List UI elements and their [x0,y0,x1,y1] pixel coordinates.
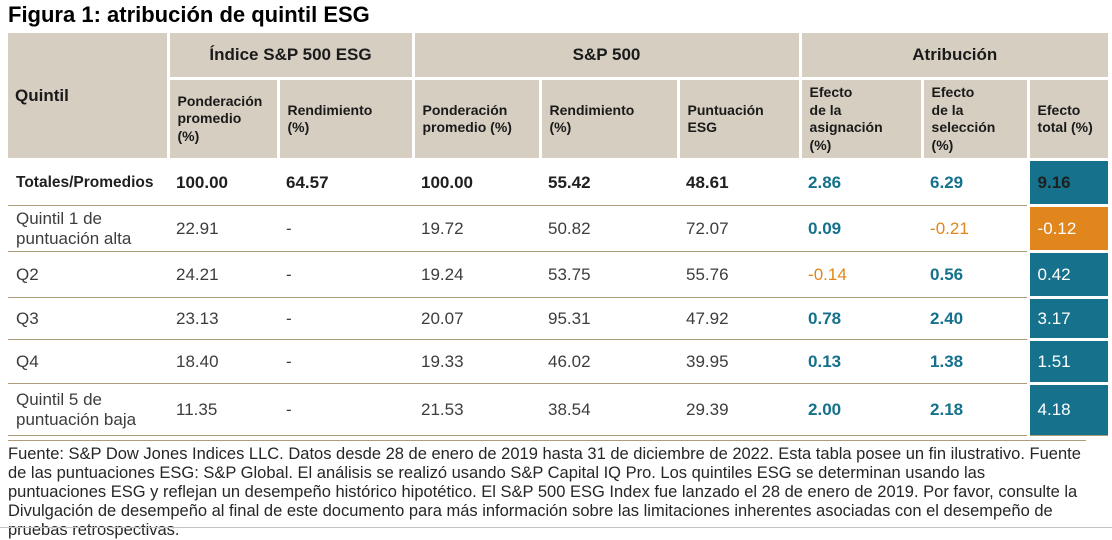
seleccion-effect-cell: 0.56 [922,251,1029,298]
source-footnote: Fuente: S&P Dow Jones Indices LLC. Datos… [8,440,1086,540]
row-label: Q2 [8,251,168,298]
table-row: Q3 23.13-20.07 95.31 47.92 0.78 2.40 3.17 [8,296,1109,340]
seleccion-effect-cell: 2.18 [922,383,1029,437]
total-effect-cell: 9.16 [1026,158,1109,206]
total-effect-cell: 4.18 [1026,382,1109,437]
col-header-efecto-total: Efecto total (%) [1026,78,1109,162]
table-row: Quintil 1 de puntuación alta 22.91-19.72 5… [8,204,1109,252]
table-row: Q4 18.40-19.33 46.02 39.95 0.13 1.38 1.51 [8,338,1109,384]
value-cell: 29.39 [678,383,801,437]
value-cell: 20.07 [413,297,540,340]
total-effect-cell: 3.17 [1026,296,1109,340]
value-cell: 38.54 [540,383,678,437]
value-cell: 39.95 [678,339,801,384]
value-cell: 47.92 [678,297,801,340]
value-cell: 55.42 [540,159,678,206]
col-header-rendimiento-esg: Rendimiento (%) [276,78,413,162]
total-effect-cell: -0.12 [1026,204,1109,252]
value-cell: 11.35 [168,383,278,437]
seleccion-effect-cell: -0.21 [922,205,1029,252]
group-header-indice-sp500-esg: Índice S&P 500 ESG [166,33,413,81]
value-cell: 24.21 [168,251,278,298]
total-effect-cell: 1.51 [1026,338,1109,384]
group-header-row: Quintil Índice S&P 500 ESG S&P 500 Atrib… [8,33,1109,162]
value-cell: 19.24 [413,251,540,298]
asignacion-effect-cell: -0.14 [800,251,923,298]
page-bottom-divider [0,527,1112,528]
value-cell: 21.53 [413,383,540,437]
seleccion-effect-cell: 1.38 [922,339,1029,384]
value-cell: 46.02 [540,339,678,384]
value-cell: 50.82 [540,205,678,252]
column-header-row: Ponderación promedio (%) Rendimiento (%)… [8,78,1109,162]
col-header-ponderacion-esg: Ponderación promedio (%) [166,78,278,162]
asignacion-effect-cell: 0.78 [800,297,923,340]
asignacion-effect-cell: 2.00 [800,383,923,437]
group-header-sp500: S&P 500 [411,33,801,81]
asignacion-effect-cell: 0.13 [800,339,923,384]
asignacion-effect-cell: 2.86 [800,159,923,206]
value-cell: 23.13 [168,297,278,340]
table-row: Totales/Promedios 100.00 64.57 100.00 55.42 4… [8,158,1109,206]
row-label: Quintil 1 de puntuación alta [8,205,168,252]
value-cell: 19.33 [413,339,540,384]
row-label: Q3 [8,297,168,340]
value-cell: - [278,339,413,384]
row-label: Quintil 5 de puntuación baja [8,383,168,437]
table-header: Quintil Índice S&P 500 ESG S&P 500 Atrib… [8,33,1109,162]
value-cell: 53.75 [540,251,678,298]
seleccion-effect-cell: 2.40 [922,297,1029,340]
seleccion-effect-cell: 6.29 [922,159,1029,206]
figure-title: Figura 1: atribución de quintil ESG [8,2,370,27]
group-header-atribucion: Atribución [798,33,1109,81]
value-cell: - [278,251,413,298]
row-label: Q4 [8,339,168,384]
corner-header-quintil: Quintil [8,33,168,162]
value-cell: 64.57 [278,159,413,206]
value-cell: - [278,205,413,252]
col-header-puntuacion-esg: Puntuación ESG [676,78,801,162]
value-cell: 100.00 [413,159,540,206]
value-cell: 48.61 [678,159,801,206]
col-header-ponderacion-sp500: Ponderación promedio (%) [411,78,540,162]
col-header-efecto-seleccion: Efecto de la selección (%) [920,78,1029,162]
value-cell: 22.91 [168,205,278,252]
value-cell: - [278,297,413,340]
value-cell: 18.40 [168,339,278,384]
value-cell: - [278,383,413,437]
col-header-efecto-asignacion: Efecto de la asignación (%) [798,78,923,162]
table-body: Totales/Promedios 100.00 64.57 100.00 55.42 4… [8,158,1109,437]
table-row: Quintil 5 de puntuación baja 11.35-21.53 3… [8,382,1109,437]
value-cell: 95.31 [540,297,678,340]
asignacion-effect-cell: 0.09 [800,205,923,252]
table-row: Q2 24.21-19.24 53.75 55.76 -0.14 0.56 0.42 [8,250,1109,298]
value-cell: 72.07 [678,205,801,252]
value-cell: 19.72 [413,205,540,252]
value-cell: 55.76 [678,251,801,298]
col-header-rendimiento-sp500: Rendimiento (%) [538,78,678,162]
value-cell: 100.00 [168,159,278,206]
row-label: Totales/Promedios [8,159,168,206]
total-effect-cell: 0.42 [1026,250,1109,298]
esg-attribution-table: Quintil Índice S&P 500 ESG S&P 500 Atrib… [8,33,1109,437]
